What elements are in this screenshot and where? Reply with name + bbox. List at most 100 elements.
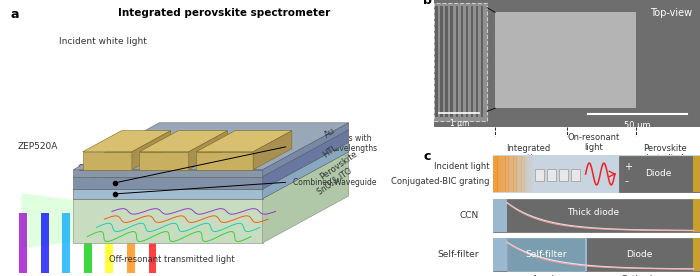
Text: Perovskite: Perovskite [318, 149, 360, 182]
Polygon shape [22, 193, 108, 248]
Bar [502, 156, 504, 192]
Text: SnO₂& ITO: SnO₂& ITO [316, 166, 354, 197]
Polygon shape [74, 130, 349, 177]
Text: -: - [624, 176, 628, 186]
Bar [106, 213, 113, 273]
Bar [528, 156, 529, 192]
Polygon shape [83, 131, 171, 152]
Bar [461, 6, 463, 118]
Bar [20, 213, 27, 273]
Bar [505, 156, 507, 192]
Polygon shape [262, 123, 349, 177]
Bar [495, 12, 636, 108]
Text: Incident light: Incident light [435, 162, 490, 171]
Bar [435, 6, 438, 118]
Bar [499, 156, 500, 192]
Polygon shape [74, 142, 349, 189]
Text: a: a [10, 8, 20, 21]
Text: Diode: Diode [645, 169, 672, 179]
Text: Combined Waveguide: Combined Waveguide [293, 178, 376, 187]
Bar [493, 156, 494, 192]
Polygon shape [196, 152, 253, 170]
Text: Conjugated- BIC
photonics: Conjugated- BIC photonics [78, 164, 146, 184]
Bar [518, 156, 520, 192]
Text: On-resonant
light: On-resonant light [568, 133, 620, 152]
Polygon shape [74, 170, 262, 177]
Bar [559, 169, 568, 181]
Text: Self-filter: Self-filter [526, 250, 567, 259]
Bar [512, 156, 514, 192]
Bar [41, 213, 48, 273]
Text: Self-filter: Self-filter [438, 250, 480, 259]
Bar [517, 156, 518, 192]
Text: HTL: HTL [321, 143, 339, 160]
Polygon shape [196, 131, 292, 152]
Polygon shape [74, 123, 349, 170]
Text: Integrated
grating: Integrated grating [506, 144, 551, 163]
Polygon shape [139, 131, 228, 152]
Bar [500, 156, 503, 192]
Bar [529, 156, 531, 192]
Bar [493, 200, 700, 232]
Bar [693, 238, 700, 271]
Bar [434, 3, 487, 121]
Bar [547, 169, 556, 181]
Bar [451, 6, 453, 118]
Bar [507, 156, 509, 192]
Bar [62, 213, 70, 273]
Bar [493, 155, 700, 193]
Bar [504, 156, 505, 192]
Bar [571, 169, 580, 181]
Bar [519, 156, 522, 192]
Bar [493, 238, 507, 271]
Bar [508, 156, 510, 192]
Polygon shape [74, 177, 262, 189]
Text: 50 μm: 50 μm [624, 121, 651, 129]
Bar [693, 156, 700, 192]
Bar [531, 156, 533, 192]
Bar [148, 213, 156, 273]
Text: Cathode: Cathode [620, 275, 659, 276]
Text: Incident white light: Incident white light [60, 37, 147, 46]
Bar [524, 156, 526, 192]
Bar [522, 156, 523, 192]
Polygon shape [189, 131, 228, 170]
Text: Thick diode: Thick diode [568, 208, 620, 217]
Bar [535, 169, 544, 181]
Text: Perovskite
photodiode: Perovskite photodiode [641, 144, 690, 163]
Polygon shape [132, 131, 171, 170]
Text: Anode: Anode [532, 275, 561, 276]
Bar [127, 213, 134, 273]
Polygon shape [139, 152, 189, 170]
Bar [440, 6, 443, 118]
Text: Off-resonant transmitted light: Off-resonant transmitted light [109, 255, 235, 264]
Polygon shape [74, 199, 262, 243]
Polygon shape [262, 152, 349, 243]
Bar [445, 6, 448, 118]
Text: +: + [624, 162, 632, 172]
Bar [513, 156, 515, 192]
Text: Diode: Diode [626, 250, 652, 259]
Text: Integrated perovskite spectrometer: Integrated perovskite spectrometer [118, 8, 330, 18]
Bar [523, 156, 525, 192]
Text: Conjugated-BIC grating: Conjugated-BIC grating [391, 177, 490, 186]
Text: b: b [424, 0, 432, 7]
Polygon shape [262, 142, 349, 199]
Bar [470, 6, 473, 118]
Bar [494, 156, 496, 192]
Polygon shape [262, 130, 349, 189]
Text: ZEP520A: ZEP520A [18, 142, 57, 151]
Bar [434, 0, 700, 127]
Text: Resonant lights with
different wavelengths: Resonant lights with different wavelengt… [293, 134, 377, 153]
Bar [619, 156, 700, 192]
Polygon shape [83, 152, 132, 170]
Bar [481, 6, 484, 118]
Bar [693, 200, 700, 232]
Text: c: c [424, 150, 430, 163]
Bar [466, 6, 468, 118]
Bar [510, 156, 512, 192]
Bar [496, 156, 498, 192]
Text: Top-view: Top-view [650, 8, 692, 18]
Bar [493, 200, 507, 232]
Bar [585, 238, 587, 271]
